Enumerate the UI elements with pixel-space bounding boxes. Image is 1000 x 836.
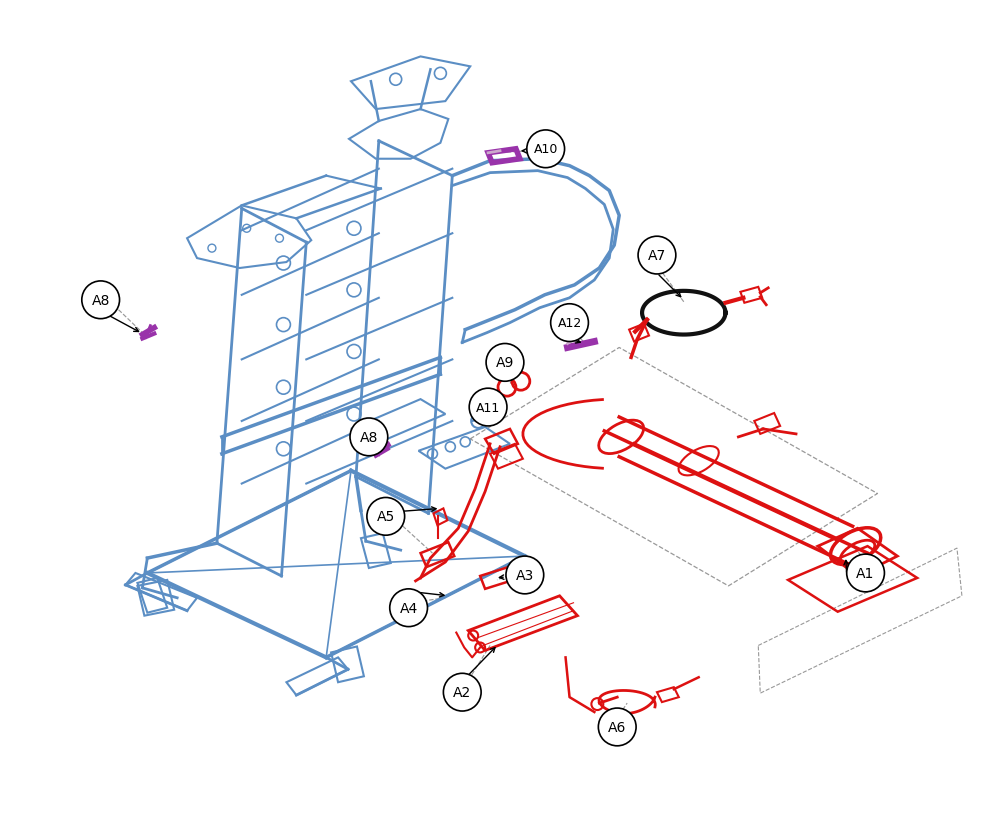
Text: A10: A10 — [534, 143, 558, 156]
Circle shape — [469, 389, 507, 426]
Text: A12: A12 — [557, 317, 582, 329]
Text: A4: A4 — [399, 601, 418, 615]
Circle shape — [390, 589, 427, 627]
Circle shape — [367, 498, 405, 536]
Text: A6: A6 — [608, 720, 626, 734]
Text: A2: A2 — [453, 686, 471, 700]
Circle shape — [527, 130, 565, 169]
Circle shape — [506, 557, 544, 594]
Circle shape — [638, 237, 676, 275]
Circle shape — [443, 674, 481, 711]
Text: A11: A11 — [476, 401, 500, 414]
Text: A7: A7 — [648, 249, 666, 263]
Circle shape — [82, 282, 120, 319]
Circle shape — [486, 344, 524, 382]
Text: A3: A3 — [516, 568, 534, 582]
Text: A5: A5 — [377, 510, 395, 523]
Circle shape — [551, 304, 588, 342]
Circle shape — [350, 419, 388, 456]
Circle shape — [598, 708, 636, 746]
Circle shape — [847, 554, 884, 592]
Text: A9: A9 — [496, 356, 514, 370]
Text: A8: A8 — [91, 293, 110, 308]
Text: A1: A1 — [856, 566, 875, 580]
Text: A8: A8 — [360, 431, 378, 445]
